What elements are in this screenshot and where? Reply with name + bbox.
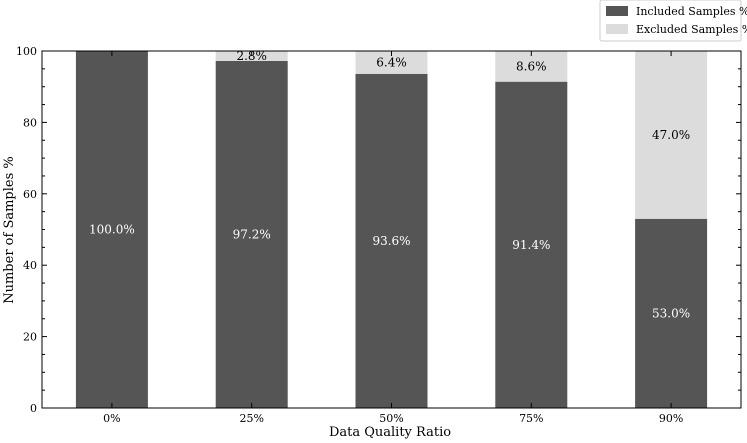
x-tick-label-0: 0% [103,412,120,425]
legend: Included Samples % Excluded Samples % [599,0,747,42]
bars-layer [75,51,708,409]
legend-label-included: Included Samples % [636,5,747,18]
x-tick-label-1: 25% [239,412,263,425]
bar-included-2 [355,73,428,409]
y-tick-label-0: 0 [30,402,37,415]
legend-swatch-excluded [606,24,628,34]
bar-excluded-2 [355,51,428,74]
bar-labels-layer: 100.0% 97.2%2.8%93.6%6.4%91.4%8.6%53.0%47… [89,49,690,320]
bar-label-included-4: 53.0% [652,306,690,320]
bar-excluded-3 [495,51,568,82]
bar-included-1 [215,60,288,408]
bar-label-excluded-3: 8.6% [516,59,547,73]
y-tick-label-80: 80 [23,116,37,129]
x-tick-labels: 0% 25% 50% 75% 90% [103,412,683,425]
bar-label-included-3: 91.4% [512,238,550,252]
y-tick-label-60: 60 [23,188,37,201]
bar-included-4 [635,218,708,408]
y-tick-label-20: 20 [23,331,37,344]
bar-label-excluded-4: 47.0% [652,128,690,142]
y-axis-label: Number of Samples % [2,156,17,304]
bar-excluded-4 [635,51,708,219]
bar-label-included-1: 97.2% [233,227,271,241]
x-axis-label: Data Quality Ratio [329,425,451,440]
legend-swatch-included [606,6,628,16]
x-tick-label-4: 90% [659,412,683,425]
y-tick-labels: 0 20 40 60 80 100 [16,45,37,415]
bar-included-3 [495,81,568,409]
bar-label-included-2: 93.6% [372,234,410,248]
legend-frame [599,0,742,42]
y-tick-label-40: 40 [23,259,37,272]
bar-label-included-0: 100.0% [89,223,135,237]
x-tick-label-2: 50% [379,412,403,425]
x-tick-label-3: 75% [519,412,543,425]
bar-label-excluded-2: 6.4% [376,55,407,69]
axis-ticks [42,50,741,409]
y-tick-label-100: 100 [16,45,37,58]
bar-included-0 [75,51,148,408]
legend-label-excluded: Excluded Samples % [636,23,747,36]
